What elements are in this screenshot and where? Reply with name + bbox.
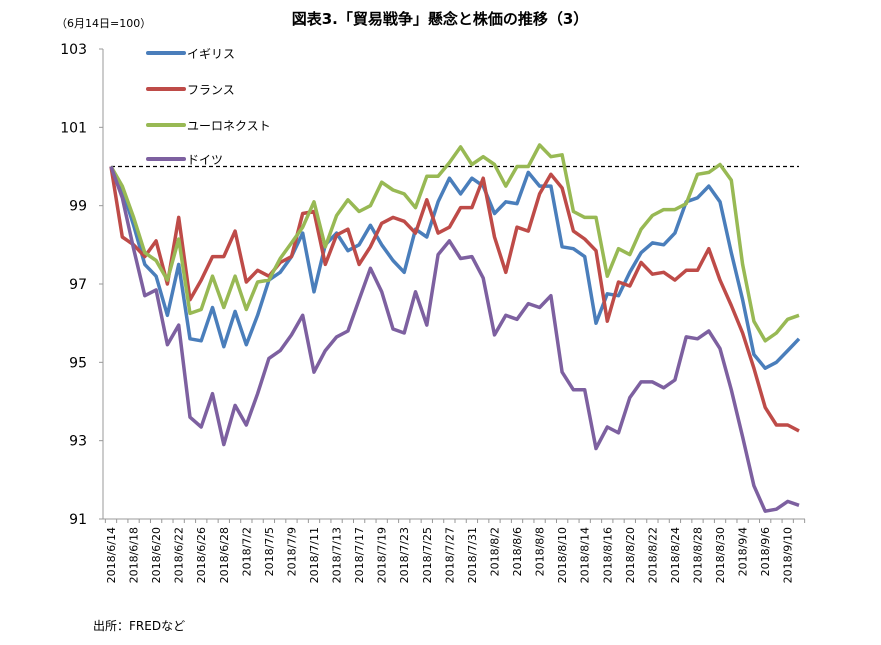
y-tick-label: 95: [69, 355, 87, 371]
series-line-3: [109, 143, 800, 343]
legend-label: イギリス: [187, 47, 235, 61]
series-line-4: [109, 165, 800, 513]
x-tick-label: 2018/7/19: [376, 527, 389, 583]
x-tick-label: 2018/6/26: [195, 527, 208, 583]
chart-title: 図表3.「貿易戦争」懸念と株価の推移（3）: [292, 10, 589, 28]
x-tick-label: 2018/7/2: [240, 527, 253, 576]
y-tick-label: 103: [60, 42, 87, 58]
x-tick-label: 2018/6/14: [105, 527, 118, 583]
x-tick-label: 2018/9/10: [782, 527, 795, 583]
x-tick-label: 2018/8/16: [601, 527, 614, 583]
x-tick-label: 2018/8/14: [579, 527, 592, 583]
x-tick-label: 2018/8/10: [556, 527, 569, 583]
legend-label: ドイツ: [187, 153, 223, 167]
x-tick-label: 2018/9/4: [737, 527, 750, 576]
x-tick-label: 2018/8/8: [534, 527, 547, 576]
x-tick-label: 2018/7/25: [421, 527, 434, 583]
x-tick-label: 2018/6/20: [150, 527, 163, 583]
x-tick-label: 2018/7/27: [443, 527, 456, 583]
x-tick-label: 2018/8/6: [511, 527, 524, 576]
series-lines: [109, 143, 801, 513]
x-tick-label: 2018/8/22: [646, 527, 659, 583]
x-tick-label: 2018/9/6: [759, 527, 772, 576]
y-tick-label: 99: [69, 199, 87, 215]
x-tick-label: 2018/8/24: [669, 527, 682, 583]
y-tick-label: 101: [60, 120, 87, 136]
x-tick-label: 2018/7/13: [331, 527, 344, 583]
chart-subtitle: （6月14日=100）: [56, 17, 151, 30]
x-tick-label: 2018/7/11: [308, 527, 321, 583]
y-tick-label: 93: [69, 434, 87, 450]
x-tick-label: 2018/6/18: [128, 527, 141, 583]
y-tick-label: 97: [69, 277, 87, 293]
y-tick-labels: 91 93 95 97 99 101 103: [60, 42, 87, 528]
x-tick-label: 2018/6/22: [173, 527, 186, 583]
x-tick-label: 2018/8/28: [691, 527, 704, 583]
x-tick-label: 2018/8/2: [488, 527, 501, 576]
y-tick-label: 91: [69, 512, 87, 528]
x-tick-label: 2018/7/23: [398, 527, 411, 583]
x-tick-label: 2018/7/9: [285, 527, 298, 576]
legend-label: ユーロネクスト: [187, 119, 271, 133]
legend-label: フランス: [187, 83, 235, 97]
series-line-1: [109, 165, 801, 370]
x-tick-label: 2018/7/31: [466, 527, 479, 583]
x-tick-label: 2018/8/30: [714, 527, 727, 583]
x-tick-label: 2018/7/17: [353, 527, 366, 583]
x-tick-label: 2018/6/28: [218, 527, 231, 583]
x-tick-label: 2018/7/5: [263, 527, 276, 576]
axes: [99, 48, 806, 523]
series-line-2: [109, 166, 800, 433]
x-tick-label: 2018/8/20: [624, 527, 637, 583]
x-tick-labels: 2018/6/14 2018/6/18 2018/6/20 2018/6/22 2018…: [105, 527, 795, 583]
chart-source: 出所：FREDなど: [93, 619, 185, 633]
